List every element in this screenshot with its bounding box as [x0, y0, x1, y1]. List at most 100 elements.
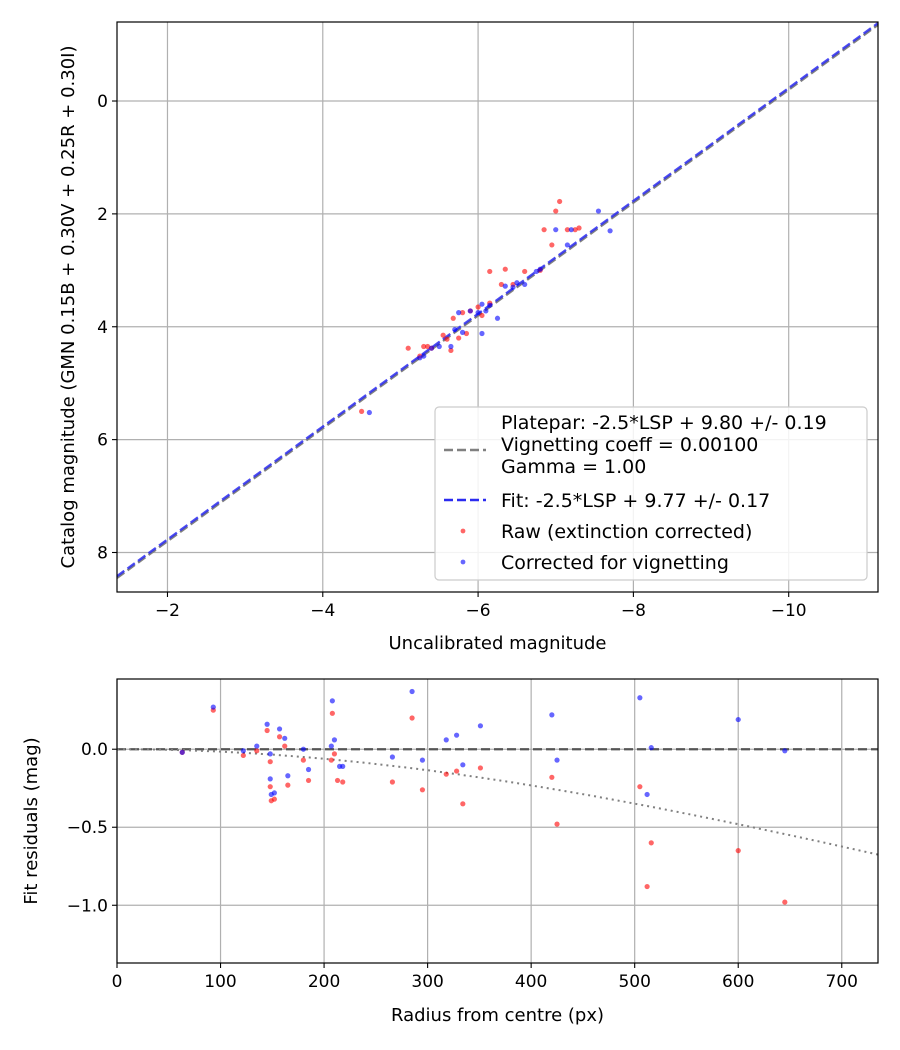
- raw-data-point: [440, 332, 446, 338]
- corrected-data-point: [487, 302, 493, 308]
- raw-data-point: [419, 787, 426, 793]
- bottom-x-axis-label: Radius from centre (px): [391, 1005, 604, 1026]
- x-tick-label: −8: [621, 601, 646, 621]
- bottom-y-axis-label: Fit residuals (mag): [21, 737, 42, 904]
- raw-data-point: [456, 335, 462, 341]
- corrected-data-point: [502, 283, 508, 289]
- corrected-data-point: [607, 228, 613, 234]
- bottom-ticks: 0 100 200 300 400 500 600 700 0.0 −0.5 −1.0: [67, 740, 858, 992]
- corrected-data-point: [282, 735, 288, 741]
- y-tick-label: 4: [97, 318, 108, 338]
- raw-data-point: [572, 227, 578, 233]
- y-tick-label: 0.0: [81, 740, 108, 760]
- corrected-data-point: [179, 749, 185, 755]
- corrected-data-point: [483, 308, 489, 314]
- raw-data-point: [328, 757, 334, 763]
- x-tick-label: 600: [722, 972, 754, 992]
- corrected-data-point: [553, 227, 559, 233]
- corrected-data-point: [514, 280, 520, 286]
- raw-data-point: [735, 848, 741, 854]
- corrected-data-point: [554, 757, 560, 763]
- legend-fit-label: Fit: -2.5*LSP + 9.77 +/- 0.17: [501, 490, 770, 512]
- corrected-data-point: [454, 732, 460, 738]
- corrected-data-point: [305, 766, 312, 773]
- top-fit-lines: [116, 22, 879, 579]
- raw-data-point: [340, 779, 346, 785]
- corrected-data-point: [460, 762, 466, 768]
- vignetting-curve: [117, 748, 879, 856]
- raw-data-point: [557, 198, 563, 205]
- corrected-data-point: [419, 757, 426, 763]
- raw-data-point: [285, 782, 291, 788]
- raw-data-point: [271, 796, 277, 802]
- raw-data-point: [498, 281, 504, 288]
- corrected-data-point: [240, 748, 246, 754]
- raw-data-point: [329, 710, 335, 716]
- corrected-data-point: [456, 310, 462, 316]
- raw-data-point: [405, 345, 411, 351]
- corrected-data-point: [329, 698, 335, 704]
- corrected-data-point: [477, 723, 484, 729]
- corrected-data-point: [522, 281, 528, 288]
- raw-data-point: [475, 304, 481, 310]
- top-data-points: [359, 198, 613, 416]
- corrected-data-point: [452, 326, 458, 333]
- top-axes-frame: [116, 21, 879, 593]
- top-x-axis-label: Uncalibrated magnitude: [388, 633, 606, 654]
- raw-data-point: [267, 784, 273, 790]
- y-tick-label: 8: [97, 543, 108, 563]
- x-tick-label: −10: [771, 601, 807, 621]
- raw-data-point: [334, 777, 341, 784]
- raw-data-point: [331, 751, 338, 757]
- legend: Platepar: -2.5*LSP + 9.80 +/- 0.19 Vigne…: [434, 406, 868, 581]
- top-ticks: −2 −4 −6 −8 −10 0 2 4 6 8: [97, 92, 806, 621]
- x-tick-label: 100: [204, 972, 236, 992]
- corrected-data-point: [366, 409, 372, 416]
- corrected-data-point: [436, 343, 442, 350]
- corrected-data-point: [300, 746, 306, 752]
- legend-box: [434, 406, 868, 581]
- raw-data-point: [267, 759, 273, 765]
- residuals-plot: 0 100 200 300 400 500 600 700 0.0 −0.5 −1.0 Radius…: [21, 678, 879, 1026]
- corrected-data-point: [564, 242, 570, 248]
- raw-data-point: [448, 347, 454, 354]
- raw-data-point: [454, 768, 460, 774]
- corrected-data-point: [448, 343, 454, 350]
- raw-data-point: [564, 227, 570, 233]
- raw-data-point: [450, 315, 456, 321]
- raw-data-point: [477, 765, 484, 771]
- raw-data-point: [425, 343, 431, 350]
- y-tick-label: 0: [97, 92, 108, 112]
- corrected-data-point: [467, 308, 473, 314]
- corrected-data-point: [533, 268, 539, 275]
- raw-data-point: [459, 310, 466, 316]
- raw-data-point: [576, 225, 582, 231]
- y-tick-label: −0.5: [67, 818, 108, 838]
- corrected-data-point: [637, 695, 643, 701]
- corrected-data-point: [537, 266, 543, 272]
- corrected-data-point: [479, 330, 485, 337]
- raw-data-point: [648, 840, 654, 846]
- x-tick-label: 300: [411, 972, 443, 992]
- top-y-axis-label: Catalog magnitude (GMN 0.15B + 0.30V + 0…: [58, 45, 79, 568]
- x-tick-label: 500: [618, 972, 650, 992]
- corrected-data-point: [549, 712, 555, 718]
- legend-corrected-label: Corrected for vignetting: [501, 552, 729, 574]
- bottom-data-points: [179, 688, 788, 905]
- fit-line: [116, 22, 879, 578]
- corrected-data-point: [735, 716, 741, 723]
- raw-data-point: [443, 771, 449, 777]
- raw-data-point: [460, 801, 466, 807]
- raw-data-point: [276, 734, 283, 740]
- corrected-data-point: [264, 721, 270, 727]
- corrected-data-point: [782, 748, 788, 754]
- corrected-data-point: [409, 688, 415, 695]
- corrected-data-point: [389, 754, 396, 760]
- raw-data-point: [359, 408, 365, 415]
- corrected-data-point: [328, 743, 334, 749]
- corrected-data-point: [648, 745, 654, 751]
- raw-data-point: [421, 343, 427, 350]
- raw-data-point: [254, 748, 260, 754]
